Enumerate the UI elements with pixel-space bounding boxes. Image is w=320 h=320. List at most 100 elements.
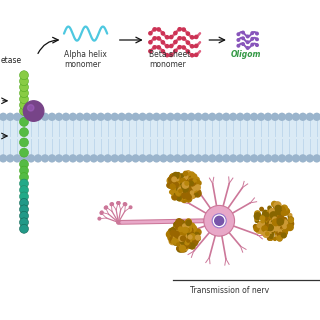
Circle shape <box>124 113 133 121</box>
Circle shape <box>190 187 195 191</box>
Circle shape <box>267 218 269 221</box>
Circle shape <box>271 215 278 221</box>
Circle shape <box>181 187 185 190</box>
Circle shape <box>186 171 191 176</box>
Circle shape <box>177 174 180 178</box>
Circle shape <box>275 219 278 222</box>
Circle shape <box>278 231 283 236</box>
Circle shape <box>20 166 28 175</box>
Circle shape <box>182 234 187 238</box>
Circle shape <box>189 191 196 198</box>
Circle shape <box>273 221 277 224</box>
Circle shape <box>176 187 182 193</box>
Circle shape <box>176 172 180 177</box>
Circle shape <box>177 174 180 177</box>
Circle shape <box>271 219 277 224</box>
Circle shape <box>282 218 287 223</box>
Circle shape <box>83 113 91 121</box>
Circle shape <box>178 45 181 49</box>
Circle shape <box>281 220 288 227</box>
Circle shape <box>178 245 182 250</box>
Circle shape <box>170 174 176 180</box>
Circle shape <box>215 113 223 121</box>
Circle shape <box>264 154 272 163</box>
Circle shape <box>268 223 274 229</box>
Circle shape <box>186 242 192 248</box>
Circle shape <box>299 113 307 121</box>
Circle shape <box>282 229 284 232</box>
Circle shape <box>159 113 168 121</box>
Circle shape <box>188 176 194 181</box>
Circle shape <box>269 237 273 240</box>
Circle shape <box>275 215 280 220</box>
Circle shape <box>180 227 185 233</box>
Circle shape <box>272 221 275 224</box>
Circle shape <box>20 100 28 109</box>
Circle shape <box>175 231 180 236</box>
Circle shape <box>0 154 7 163</box>
Circle shape <box>20 89 28 98</box>
Circle shape <box>188 230 193 235</box>
Circle shape <box>187 113 196 121</box>
Circle shape <box>190 45 194 48</box>
Circle shape <box>179 235 185 241</box>
Circle shape <box>191 186 197 192</box>
Circle shape <box>273 216 277 220</box>
Circle shape <box>277 208 284 214</box>
Circle shape <box>237 39 240 41</box>
Circle shape <box>278 222 283 227</box>
Circle shape <box>237 33 240 36</box>
Circle shape <box>283 230 287 234</box>
Circle shape <box>190 54 194 57</box>
Circle shape <box>170 239 174 243</box>
Circle shape <box>190 188 194 192</box>
Circle shape <box>90 113 98 121</box>
Circle shape <box>187 185 191 188</box>
Circle shape <box>194 190 199 195</box>
Circle shape <box>174 193 178 196</box>
Circle shape <box>152 154 161 163</box>
Circle shape <box>149 50 152 53</box>
Circle shape <box>185 187 189 191</box>
Circle shape <box>170 184 175 189</box>
Circle shape <box>177 242 180 245</box>
Circle shape <box>178 189 182 193</box>
Circle shape <box>178 196 182 201</box>
Circle shape <box>187 239 189 242</box>
Circle shape <box>186 187 191 192</box>
Circle shape <box>174 178 178 181</box>
Circle shape <box>185 182 191 189</box>
Circle shape <box>172 186 179 193</box>
Circle shape <box>186 41 189 44</box>
Circle shape <box>182 230 186 234</box>
Circle shape <box>180 227 186 233</box>
Circle shape <box>172 230 175 233</box>
Circle shape <box>185 231 189 236</box>
Circle shape <box>175 189 182 196</box>
Circle shape <box>181 232 183 235</box>
Circle shape <box>212 214 226 228</box>
Circle shape <box>269 217 276 224</box>
Circle shape <box>191 237 195 242</box>
Circle shape <box>260 207 263 211</box>
Circle shape <box>195 177 199 182</box>
Circle shape <box>166 231 173 238</box>
Circle shape <box>180 237 184 241</box>
Circle shape <box>272 226 275 229</box>
Circle shape <box>180 183 187 190</box>
Circle shape <box>172 228 176 232</box>
Circle shape <box>189 237 195 243</box>
Circle shape <box>185 225 188 228</box>
Circle shape <box>159 154 168 163</box>
Circle shape <box>182 183 185 186</box>
Circle shape <box>180 174 187 180</box>
Circle shape <box>172 238 179 244</box>
Circle shape <box>177 243 180 246</box>
Circle shape <box>167 183 171 188</box>
Circle shape <box>188 181 191 184</box>
Circle shape <box>273 221 277 225</box>
Circle shape <box>178 233 184 239</box>
Circle shape <box>181 183 188 189</box>
Circle shape <box>271 226 276 231</box>
Circle shape <box>280 233 283 236</box>
